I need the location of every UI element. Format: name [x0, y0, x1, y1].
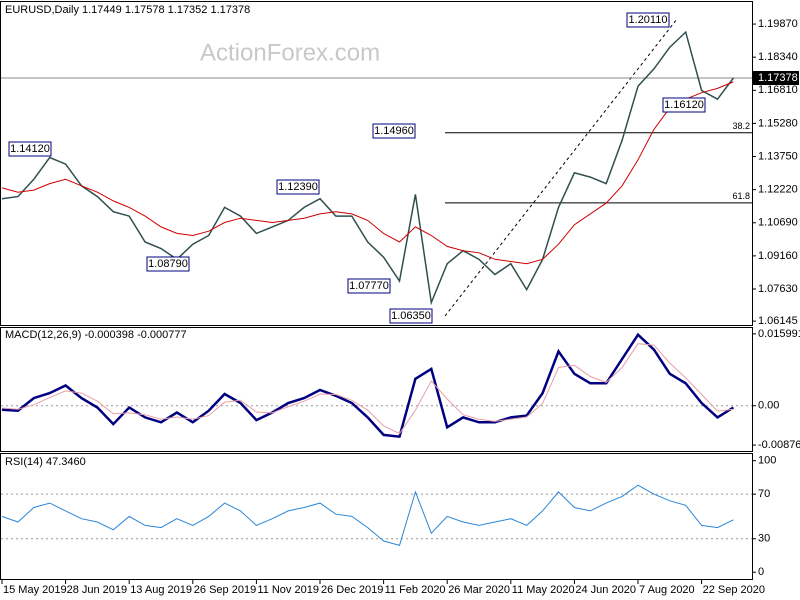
- annotation: 1.12390: [278, 181, 318, 193]
- x-tick-label: 28 Jun 2019: [67, 584, 128, 596]
- y-tick-label: 1.16810: [758, 84, 798, 96]
- price-panel: [0, 1, 753, 326]
- fib-label: 61.8: [732, 191, 750, 201]
- y-tick-label: 1.12220: [758, 184, 798, 196]
- y-tick-label: 1.19870: [758, 18, 798, 30]
- annotation: 1.07770: [349, 280, 389, 292]
- last-price-box: [752, 71, 799, 86]
- series-line: [1, 484, 734, 547]
- watermark: ActionForex.com: [200, 39, 380, 66]
- y-tick-label: 1.09160: [758, 250, 798, 262]
- series-line: [1, 332, 735, 439]
- y-tick-label: 100: [758, 455, 776, 467]
- series-line: [1, 343, 734, 435]
- y-tick-label: 1.07630: [758, 283, 798, 295]
- rsi-panel: [0, 453, 753, 580]
- x-tick-label: 22 Sep 2020: [703, 584, 765, 596]
- y-tick-label: 1.15280: [758, 117, 798, 129]
- annotation: 1.14120: [10, 143, 50, 155]
- y-tick-label: 0.00: [758, 400, 779, 412]
- annotation-box: [347, 278, 391, 294]
- macd-title: MACD(12,26,9) -0.000398 -0.000777: [5, 329, 187, 341]
- x-tick-label: 11 May 2020: [512, 584, 575, 596]
- annotation: 1.08790: [148, 258, 188, 270]
- macd-panel: [0, 327, 753, 452]
- annotation-box: [662, 97, 706, 113]
- x-tick-label: 15 May 2019: [3, 584, 67, 596]
- y-tick-label: 0: [758, 566, 764, 578]
- series-line: [1, 81, 734, 265]
- y-tick-label: 0.015991: [758, 328, 800, 340]
- y-tick-label: 1.18340: [758, 51, 798, 63]
- series-line: [1, 30, 734, 306]
- annotation-box: [146, 256, 190, 272]
- annotation: 1.16120: [664, 99, 704, 111]
- x-tick-label: 11 Nov 2019: [257, 584, 319, 596]
- last-price-label: 1.17378: [758, 72, 798, 84]
- x-tick-label: 24 Jun 2020: [575, 584, 636, 596]
- y-tick-label: -0.00876: [758, 439, 800, 451]
- annotation-box: [389, 308, 433, 324]
- x-tick-label: 26 Dec 2019: [321, 584, 383, 596]
- x-tick-label: 11 Feb 2020: [385, 584, 446, 596]
- y-tick-label: 30: [758, 533, 770, 545]
- annotation: 1.20110: [629, 14, 668, 26]
- y-tick-label: 70: [758, 488, 770, 500]
- x-tick-label: 26 Mar 2020: [448, 584, 510, 596]
- annotation-box: [8, 141, 52, 157]
- rsi-title: RSI(14) 47.3460: [5, 456, 86, 468]
- chart-title: EURUSD,Daily 1.17449 1.17578 1.17352 1.1…: [5, 4, 250, 16]
- y-tick-label: 1.06145: [758, 315, 798, 327]
- x-tick-label: 13 Aug 2019: [130, 584, 192, 596]
- trend-line: [444, 18, 678, 317]
- y-tick-label: 1.10690: [758, 217, 798, 229]
- annotation-box: [276, 179, 320, 195]
- annotation: 1.14960: [374, 125, 414, 137]
- x-tick-label: 7 Aug 2020: [639, 584, 695, 596]
- x-tick-label: 26 Sep 2019: [194, 584, 256, 596]
- annotation: 1.06350: [391, 310, 431, 322]
- annotation-box: [372, 123, 416, 139]
- y-tick-label: 1.13750: [758, 150, 798, 162]
- fib-label: 38.2: [732, 121, 750, 131]
- annotation-box: [626, 12, 670, 28]
